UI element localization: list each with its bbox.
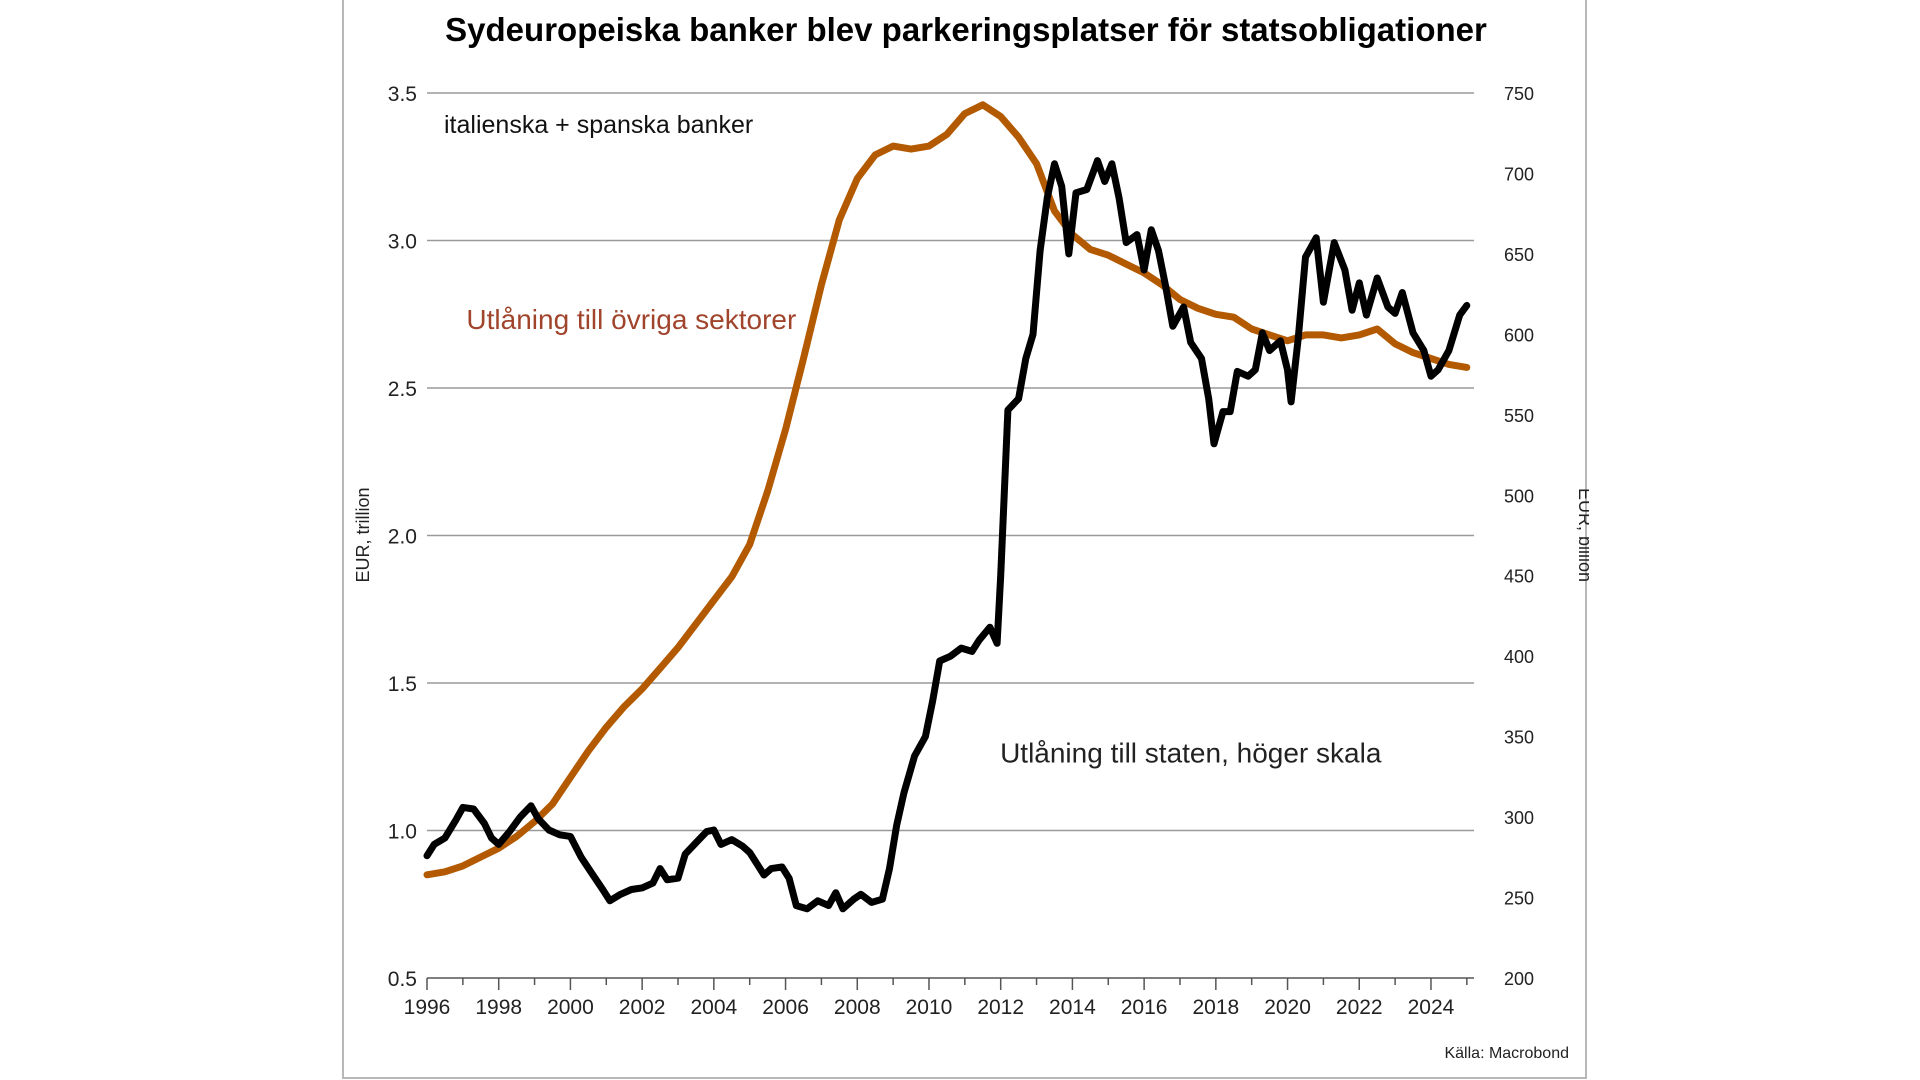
chart-subtitle: italienska + spanska banker: [444, 111, 753, 139]
series-layer: [423, 101, 1471, 913]
y-right-tick-label: 400: [1504, 647, 1534, 667]
x-tick-label: 2018: [1192, 996, 1239, 1019]
y-right-tick-label: 600: [1504, 325, 1534, 345]
chart: Sydeuropeiska banker blev parkeringsplat…: [353, 11, 1589, 1062]
y-right-tick-label: 550: [1504, 406, 1534, 426]
y-left-tick-label: 2.0: [388, 526, 417, 549]
x-tick-label: 1996: [404, 996, 451, 1019]
y-right-tick-label: 300: [1504, 808, 1534, 828]
y-axis-label-left: EUR, trillion: [353, 487, 373, 582]
x-tick-label: 2008: [834, 996, 881, 1019]
y-left-tick-label: 2.5: [388, 378, 417, 401]
y-left-tick-label: 1.0: [388, 821, 417, 844]
y-left-tick-label: 0.5: [388, 968, 417, 991]
series-annotation-0: Utlåning till övriga sektorer: [466, 304, 796, 335]
x-tick-label: 2024: [1408, 996, 1455, 1019]
x-tick-label: 2022: [1336, 996, 1383, 1019]
x-tick-label: 2000: [547, 996, 594, 1019]
chart-title: Sydeuropeiska banker blev parkeringsplat…: [445, 11, 1487, 48]
x-tick-label: 2006: [762, 996, 809, 1019]
grid: [427, 92, 1474, 832]
y-left-tick-label: 1.5: [388, 673, 417, 696]
chart-frame: Sydeuropeiska banker blev parkeringsplat…: [342, 0, 1589, 1079]
y-right-tick-label: 200: [1504, 969, 1534, 989]
y-right-tick-label: 750: [1504, 84, 1534, 104]
x-tick-label: 2002: [619, 996, 666, 1019]
y-left-tick-label: 3.0: [388, 231, 417, 254]
y-right-tick-label: 450: [1504, 567, 1534, 587]
source-note: Källa: Macrobond: [1444, 1045, 1569, 1062]
x-axis: 1996 1998 2000 2002 2004 2006 2008 2010 2012 2014…: [404, 977, 1474, 1019]
y-left-tick-label: 3.5: [388, 83, 417, 106]
y-right-tick-label: 500: [1504, 486, 1534, 506]
y-right-tick-label: 350: [1504, 728, 1534, 748]
series-line-0: [423, 101, 1471, 879]
x-tick-label: 2004: [690, 996, 737, 1019]
x-tick-label: 2016: [1121, 996, 1168, 1019]
y-right-tick-label: 700: [1504, 164, 1534, 184]
annotation-layer: Utlåning till övriga sektorer Utlåning ti…: [466, 304, 1381, 769]
y-right-tick-label: 650: [1504, 245, 1534, 265]
x-tick-label: 2010: [906, 996, 953, 1019]
x-tick-label: 2020: [1264, 996, 1311, 1019]
series-line-1: [423, 157, 1471, 913]
x-tick-label: 1998: [475, 996, 522, 1019]
y-axis-left: 0.5 1.0 1.5 2.0 2.5 3.0 3.5: [388, 83, 417, 991]
series-annotation-1: Utlåning till staten, höger skala: [1000, 738, 1382, 769]
y-right-tick-label: 250: [1504, 889, 1534, 909]
y-axis-right: 200 250 300 350 400 450 500 550 600 650 700 750: [1504, 84, 1534, 989]
x-tick-label: 2012: [977, 996, 1024, 1019]
y-axis-label-right: EUR, billion: [1575, 488, 1589, 582]
x-tick-label: 2014: [1049, 996, 1096, 1019]
